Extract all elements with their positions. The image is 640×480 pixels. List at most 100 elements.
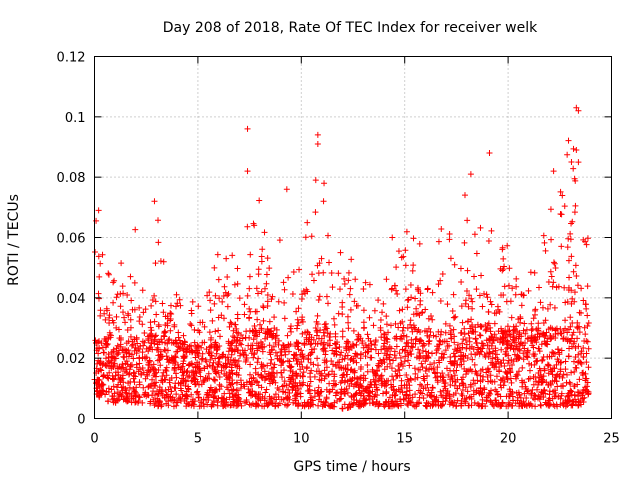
data-point [110, 383, 117, 390]
data-point [495, 306, 502, 313]
data-point [581, 338, 588, 345]
data-point [244, 168, 251, 175]
data-point [532, 311, 538, 318]
data-point [420, 340, 427, 347]
data-point [435, 238, 442, 245]
data-point [381, 331, 388, 338]
data-point [435, 281, 442, 288]
data-point [161, 328, 168, 335]
data-point [210, 394, 217, 401]
data-point [214, 399, 221, 406]
data-point [135, 368, 142, 375]
data-point [353, 381, 360, 388]
data-point [393, 264, 400, 271]
data-point [259, 246, 266, 253]
data-point [547, 333, 554, 340]
data-point [283, 186, 290, 193]
data-point [506, 386, 513, 393]
data-point [528, 334, 535, 341]
data-point [290, 399, 297, 406]
data-point [416, 338, 423, 345]
data-point [325, 371, 332, 378]
data-point [364, 362, 371, 369]
data-point [417, 301, 424, 308]
data-point [384, 363, 391, 370]
data-point [141, 391, 148, 398]
data-point [576, 389, 583, 396]
data-point [571, 383, 578, 390]
data-point [339, 333, 346, 340]
data-point [341, 379, 348, 386]
data-point [335, 310, 342, 317]
data-point [110, 346, 117, 353]
data-point [465, 330, 472, 337]
data-point [243, 398, 250, 405]
data-point [377, 327, 384, 334]
data-point [541, 338, 548, 345]
data-point [227, 402, 234, 409]
data-point [466, 402, 473, 409]
data-point [546, 402, 553, 409]
data-point [580, 369, 587, 376]
data-point [281, 286, 288, 293]
data-point [535, 369, 542, 376]
data-point [183, 346, 190, 353]
data-point [506, 265, 513, 272]
data-point [517, 340, 524, 347]
data-point [407, 317, 414, 324]
y-tick-label: 0.04 [57, 292, 86, 307]
data-point [526, 360, 533, 367]
data-point [474, 377, 481, 384]
data-point [352, 350, 359, 357]
data-point [424, 402, 431, 409]
data-point [395, 248, 402, 255]
data-point [422, 367, 429, 374]
data-point [106, 369, 113, 376]
data-point [211, 264, 218, 271]
data-point [308, 367, 315, 374]
data-point [393, 343, 400, 350]
data-point [194, 347, 201, 354]
data-point [307, 359, 314, 366]
data-point [412, 336, 419, 343]
data-point [313, 368, 320, 375]
data-point [442, 320, 449, 327]
data-point [251, 222, 258, 229]
data-point [229, 380, 236, 387]
data-point [200, 403, 207, 410]
data-point [345, 325, 352, 332]
data-point [307, 370, 314, 377]
data-point [529, 402, 536, 409]
data-point [171, 358, 178, 365]
data-point [282, 344, 289, 351]
data-point [194, 388, 201, 395]
data-point [570, 268, 577, 275]
data-point [279, 374, 286, 381]
data-point [426, 337, 433, 344]
data-point [483, 337, 490, 344]
data-point [466, 345, 473, 352]
data-point [316, 293, 323, 300]
data-point [304, 328, 311, 335]
data-point [561, 203, 568, 210]
data-point [102, 355, 109, 362]
data-point [362, 279, 369, 286]
data-point [332, 340, 339, 347]
data-point [134, 340, 141, 347]
data-point [417, 353, 424, 360]
data-point [374, 392, 381, 399]
data-point [468, 351, 475, 358]
data-point [233, 342, 240, 349]
data-point [485, 378, 492, 385]
data-point [424, 373, 431, 380]
data-point [441, 383, 448, 390]
data-point [147, 398, 154, 405]
data-point [318, 255, 325, 262]
data-point [222, 289, 229, 296]
data-point [509, 285, 516, 292]
data-point [467, 171, 474, 178]
data-point [292, 387, 299, 394]
data-point [105, 270, 112, 277]
data-point [504, 370, 511, 377]
data-point [162, 366, 169, 373]
